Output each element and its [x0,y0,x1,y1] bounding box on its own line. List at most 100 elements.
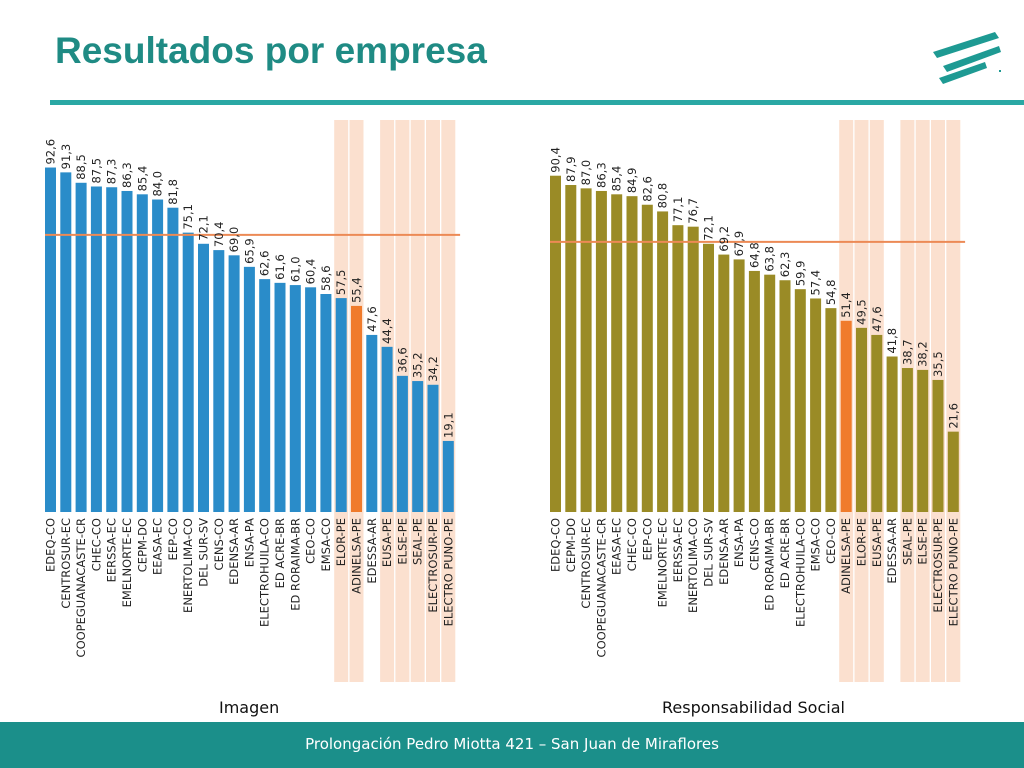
data-label: 47,6 [365,306,379,332]
category-label: ED ACRE-BR [778,518,792,588]
bar-coopeguanacaste-cr [595,190,607,512]
data-label: 57,4 [809,270,823,296]
category-label: COOPEGUANACASTE-CR [74,518,88,657]
category-label: ELECTROHUILA-CO [793,518,807,627]
bar-del-sur-sv [198,243,209,512]
data-label: 61,6 [273,254,287,280]
data-label: 35,5 [931,351,945,377]
category-label: CENS-CO [747,518,761,570]
data-label: 63,8 [763,246,777,272]
data-label: 69,2 [717,226,731,252]
bar-ensa-pa [243,266,255,512]
category-label: SEAL-PE [900,518,914,565]
data-label: 19,1 [441,412,455,438]
bar-del-sur-sv [703,243,714,512]
category-label: EMELNORTE-EC [120,518,134,607]
chart-svg: 90,4 87,9 87,0 86,3 85,4 84,9 82,6 80,877,1 76,7… [549,120,966,682]
imagen-chart: 92,6 91,3 88,5 87,5 87,3 86,3 85,4 84,0 81,8 75,1… [40,110,490,690]
category-label: EEASA-EC [151,518,165,575]
data-label: 64,8 [747,242,761,268]
category-label: CENS-CO [212,518,226,570]
bar-ed-roraima-br [764,274,776,512]
page-title: Resultados por empresa [55,30,487,71]
data-label: 57,5 [334,269,348,295]
highlight-band [441,120,456,682]
bar-edessa-ar [886,356,898,512]
category-label: CEO-CO [304,518,318,564]
category-label: CHEC-CO [625,518,639,571]
category-label: EDEQ-CO [44,518,58,572]
category-label: EEP-CO [166,518,180,560]
bar-emelnorte-ec [121,190,133,512]
bar-seal-pe [901,368,913,512]
category-label: ENSA-PA [242,518,256,567]
data-label: 75,1 [181,204,195,230]
category-label: ED RORAIMA-BR [288,518,302,611]
bar-eeasa-ec [611,194,623,512]
data-label: 36,6 [395,347,409,373]
bar-enertolima-co [687,226,699,512]
bar-centrosur-ec [580,188,592,513]
category-label: ELECTRO PUNO-PE [946,518,960,626]
bar-cens-co [213,250,225,512]
data-label: 51,4 [839,292,853,318]
data-label: 49,5 [855,299,869,325]
company-logo [925,30,1005,85]
footer-bar: Prolongación Pedro Miotta 421 – San Juan… [0,722,1024,768]
category-label: CENTROSUR-EC [59,518,73,609]
data-label: 81,8 [166,179,180,205]
category-label: ELECTROSUR-PE [931,518,945,613]
data-label: 91,3 [59,144,73,170]
bar-chec-co [626,196,638,512]
data-label: 82,6 [640,176,654,202]
category-label: EDENSA-AR [717,518,731,585]
category-label: EMELNORTE-EC [656,518,670,607]
bar-edensa-ar [718,254,730,513]
bar-eeasa-ec [152,199,164,512]
category-label: EMSA-CO [809,518,823,572]
bar-elor-pe [335,298,347,512]
bar-eerssa-ec [672,225,684,513]
category-label: DEL SUR-SV [702,518,716,587]
highlight-band [946,120,961,682]
chart-svg: 92,6 91,3 88,5 87,5 87,3 86,3 85,4 84,0 81,875,1… [44,120,461,682]
bar-eep-co [167,207,179,512]
data-label: 59,9 [793,261,807,287]
bar-electrosur-pe [427,384,439,512]
data-label: 84,0 [151,171,165,197]
bar-eusa-pe [381,346,393,512]
bar-electro-puno-pe [442,440,454,512]
bar-emsa-co [320,294,332,512]
data-label: 55,4 [350,277,364,303]
bar-cepm-do [565,185,577,512]
category-label: EERSSA-EC [671,518,685,582]
bar-coopeguanacaste-cr [75,182,87,512]
data-label: 62,3 [778,252,792,278]
data-label: 58,6 [319,265,333,291]
category-label: CEO-CO [824,518,838,564]
data-label: 85,4 [135,166,149,192]
category-label: EDENSA-AR [227,518,241,585]
data-label: 72,1 [702,215,716,241]
imagen-chart-caption: Imagen [219,698,280,717]
category-label: ENERTOLIMA-CO [181,518,195,613]
data-label: 34,2 [426,356,440,382]
category-label: ELOR-PE [855,518,869,566]
data-label: 85,4 [610,166,624,192]
category-label: ELECTRO PUNO-PE [441,518,455,626]
category-label: EDESSA-AR [885,518,899,584]
bar-ceo-co [305,287,317,512]
bar-ed-acre-br [779,280,791,512]
bar-edessa-ar [366,334,378,512]
data-label: 76,7 [686,198,700,224]
data-label: 61,0 [288,256,302,282]
data-label: 88,5 [74,154,88,180]
responsabilidad-social-chart-caption: Responsabilidad Social [662,698,845,717]
category-label: CHEC-CO [89,518,103,571]
bar-edeq-co [45,167,56,512]
bar-ceo-co [825,308,837,512]
data-label: 80,8 [656,183,670,209]
data-label: 87,9 [564,156,578,182]
bar-edensa-ar [228,255,240,512]
bar-electrohuila-co [794,289,806,512]
